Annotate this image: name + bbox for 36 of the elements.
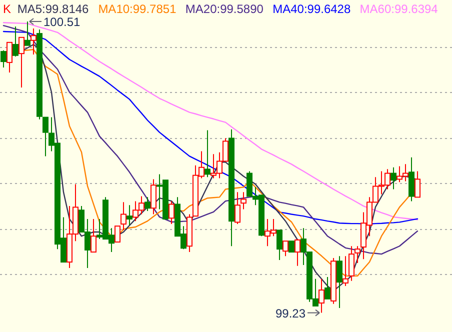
candlestick bbox=[144, 196, 150, 212]
candlestick bbox=[126, 204, 132, 226]
candlestick bbox=[150, 178, 156, 215]
candlestick bbox=[348, 246, 354, 282]
candlestick bbox=[240, 192, 246, 210]
candlestick bbox=[288, 240, 294, 253]
annotation: 100.51 bbox=[44, 14, 81, 29]
candlestick bbox=[354, 246, 360, 264]
candlestick bbox=[294, 238, 300, 266]
candlestick bbox=[120, 202, 126, 231]
candlestick bbox=[234, 192, 240, 225]
candlestick bbox=[342, 256, 348, 286]
text: MA20:99.5890 bbox=[185, 2, 264, 16]
candlestick bbox=[12, 26, 18, 58]
text: MA5:99.8146 bbox=[17, 2, 90, 16]
candlestick bbox=[30, 28, 36, 55]
candlestick bbox=[204, 130, 210, 178]
candlestick bbox=[114, 226, 120, 243]
candlestick bbox=[324, 276, 330, 300]
candlestick bbox=[318, 278, 324, 314]
candlestick bbox=[276, 230, 282, 260]
text: MA40:99.6428 bbox=[272, 2, 351, 16]
candlestick bbox=[90, 218, 96, 253]
text: MA60:99.6394 bbox=[360, 2, 438, 16]
candlestick bbox=[282, 240, 288, 257]
candlestick bbox=[336, 256, 342, 309]
text: MA10:99.7851 bbox=[98, 2, 177, 16]
annotation: 99.23 bbox=[275, 306, 306, 320]
series-label: K bbox=[3, 2, 12, 16]
candlestick bbox=[24, 20, 30, 46]
candlestick bbox=[414, 170, 420, 198]
candlestick bbox=[18, 36, 24, 88]
candlestick bbox=[6, 42, 12, 73]
candlestick bbox=[168, 200, 174, 225]
candlestick bbox=[0, 50, 6, 68]
candlestick bbox=[390, 166, 396, 190]
